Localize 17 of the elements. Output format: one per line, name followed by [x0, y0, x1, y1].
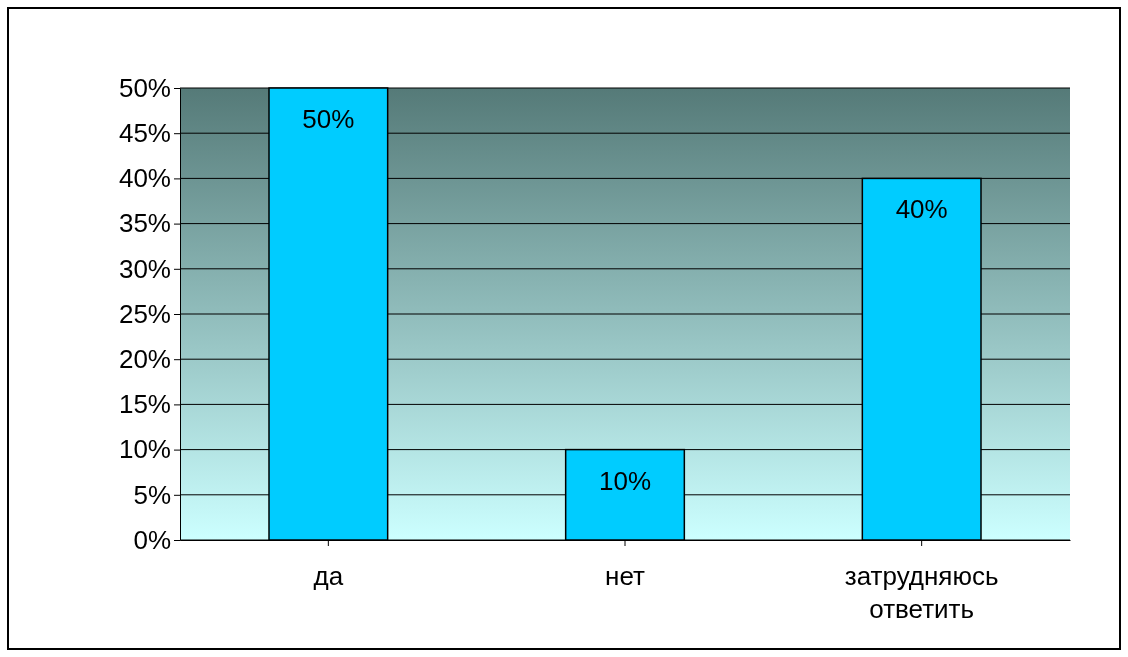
x-tick-label: затрудняюсь ответить: [844, 561, 999, 624]
y-tick-label: 30%: [118, 253, 171, 284]
y-tick-label: 35%: [118, 208, 171, 239]
data-label: 10%: [598, 465, 652, 496]
y-tick-label: 5%: [133, 479, 171, 510]
y-tick-label: 15%: [118, 389, 171, 420]
y-tick-label: 0%: [133, 524, 171, 555]
y-tick-label: 10%: [118, 434, 171, 465]
y-tick-label: 20%: [118, 344, 171, 375]
x-tick-label: да: [313, 561, 344, 591]
data-label: 50%: [302, 104, 355, 134]
y-tick-label: 50%: [118, 72, 171, 103]
y-tick-label: 25%: [118, 298, 171, 329]
y-tick-label: 45%: [118, 118, 171, 149]
y-tick-label: 40%: [118, 163, 171, 194]
data-label: 40%: [895, 194, 948, 225]
x-tick-label: нет: [605, 561, 646, 591]
